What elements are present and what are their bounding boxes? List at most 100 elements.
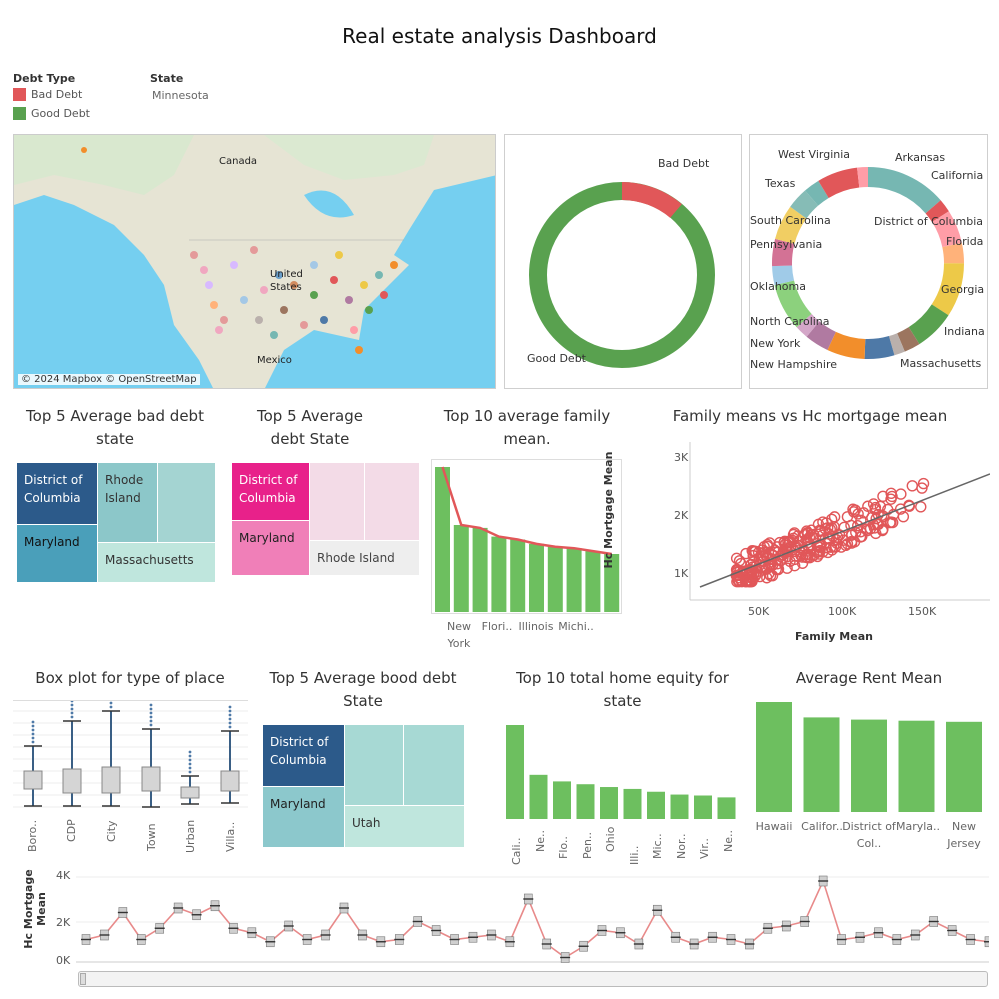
state-ring-segment: [818, 167, 860, 199]
box-outlier: [188, 750, 192, 754]
box-outlier: [31, 736, 35, 740]
state-filter[interactable]: State Minnesota: [150, 72, 209, 102]
timeline-scrollbar[interactable]: [78, 971, 988, 987]
box-category: CDP: [65, 819, 78, 842]
equity-bar: [576, 784, 595, 819]
top5-debt-treemap[interactable]: District of Columbia Maryland Rhode Isla…: [232, 463, 419, 575]
state-label: Massachusetts: [900, 357, 982, 370]
state-ring-segment: [908, 304, 949, 345]
scatter-point: [849, 504, 861, 516]
equity-x-label: Flo..: [557, 835, 570, 859]
box-outlier: [188, 758, 192, 762]
x-tick: 100K: [828, 605, 857, 618]
treemap-cell[interactable]: District of Columbia: [263, 725, 344, 786]
state-ring-segment: [896, 327, 920, 352]
top5-good-debt-treemap[interactable]: District of Columbia Maryland Utah: [263, 725, 464, 847]
state-label: Georgia: [941, 283, 985, 296]
treemap-cell[interactable]: District of Columbia: [232, 463, 309, 520]
box-outlier: [149, 711, 153, 715]
state-label: Pennsylvania: [750, 238, 823, 251]
legend-item-bad-debt[interactable]: Bad Debt: [13, 85, 90, 104]
rent-bar: [756, 702, 792, 812]
scatter-point: [894, 503, 907, 515]
treemap-cell-blank[interactable]: [158, 463, 215, 542]
state-ring-segment: [805, 180, 829, 206]
equity-x-label: Nor..: [674, 833, 688, 859]
x-label: District of Col..: [842, 820, 896, 850]
box-outlier: [149, 707, 153, 711]
box-body: [101, 766, 121, 794]
box-category: City: [105, 820, 118, 842]
treemap-cell[interactable]: Rhode Island: [98, 463, 157, 542]
timeline-ylabel: Hc Mortgage Mean: [22, 869, 48, 949]
scatter-title: Family means vs Hc mortgage mean: [672, 407, 948, 425]
x-label: Illinois: [518, 620, 554, 633]
treemap-cell[interactable]: Utah: [345, 806, 464, 847]
box-outlier: [228, 717, 232, 721]
scatter-point: [748, 546, 760, 558]
treemap-cell-blank[interactable]: [310, 463, 364, 540]
family-bar: [566, 548, 582, 612]
box-outlier: [31, 732, 35, 736]
treemap-cell[interactable]: Maryland: [17, 525, 97, 582]
top5-good-debt-title: Top 5 Average bood debt State: [269, 669, 457, 710]
box-outlier: [149, 719, 153, 723]
box-category: Town: [145, 823, 158, 851]
scatter-point: [867, 498, 880, 510]
dashboard-title: Real estate analysis Dashboard: [342, 24, 657, 48]
treemap-cell[interactable]: Maryland: [263, 787, 344, 847]
scatter-ylabel: Hc Mortgage Mean: [602, 451, 615, 569]
treemap-cell[interactable]: Massachusetts: [98, 543, 215, 582]
box-category: Boro..: [26, 819, 39, 852]
scatter-point: [813, 541, 826, 554]
state-ring-segment: [796, 313, 820, 337]
treemap-cell-blank[interactable]: [404, 725, 464, 805]
equity-x-label: Pen..: [580, 831, 594, 859]
rent-svg: [756, 702, 982, 812]
bad-debt-swatch: [13, 88, 26, 101]
scatter-point: [774, 536, 786, 549]
treemap-cell[interactable]: District of Columbia: [17, 463, 97, 524]
scatter-trend-line: [699, 473, 991, 588]
scatter-point: [915, 501, 927, 513]
x-label: New Jersey: [947, 820, 981, 850]
box-outlier: [31, 740, 35, 744]
scrollbar-thumb[interactable]: [80, 973, 86, 985]
treemap-cell-blank[interactable]: [365, 463, 419, 540]
scatter-point: [733, 575, 745, 587]
debt-type-legend: Debt Type Bad Debt Good Debt: [13, 72, 90, 123]
box-outlier: [70, 707, 74, 711]
state-filter-value[interactable]: Minnesota: [152, 89, 209, 102]
state-ring-segment: [925, 200, 949, 223]
treemap-cell-blank[interactable]: [345, 725, 403, 805]
legend-title: Debt Type: [13, 72, 76, 85]
us-map[interactable]: Canada United States Mexico © 2024 Mapbo…: [13, 134, 496, 389]
scatter-point: [731, 566, 744, 578]
treemap-cell[interactable]: Maryland: [232, 521, 309, 575]
box-plot-svg: [13, 685, 248, 808]
scatter-chart: Hc Mortgage Mean Family Mean 50K 100K 15…: [602, 442, 991, 647]
state-ring-segment: [931, 262, 964, 316]
donut-bad-debt-arc: [621, 182, 682, 219]
scatter-point: [841, 511, 854, 523]
scatter-point: [861, 524, 874, 537]
family-bar: [510, 539, 526, 612]
scatter-point: [845, 529, 858, 541]
map-credit[interactable]: © 2024 Mapbox © OpenStreetMap: [18, 374, 200, 385]
state-label: Oklahoma: [750, 280, 806, 293]
top5-bad-debt-treemap[interactable]: District of Columbia Rhode Island Maryla…: [17, 463, 215, 582]
rent-bar: [946, 721, 982, 812]
y-tick: 3K: [674, 451, 689, 464]
top5-debt-title: Top 5 Average debt State: [257, 407, 363, 448]
x-label: Maryla..: [895, 820, 941, 833]
box-outlier: [70, 699, 74, 703]
equity-bar: [600, 787, 618, 819]
legend-item-good-debt[interactable]: Good Debt: [13, 104, 90, 123]
scatter-point: [784, 555, 796, 568]
map-label-canada: Canada: [219, 156, 258, 167]
scatter-point: [730, 552, 743, 565]
state-ring-segment: [867, 167, 941, 214]
treemap-cell[interactable]: Rhode Island: [310, 541, 419, 575]
top5-bad-debt-title: Top 5 Average bad debt state: [26, 407, 204, 448]
x-tick: 150K: [908, 605, 937, 618]
